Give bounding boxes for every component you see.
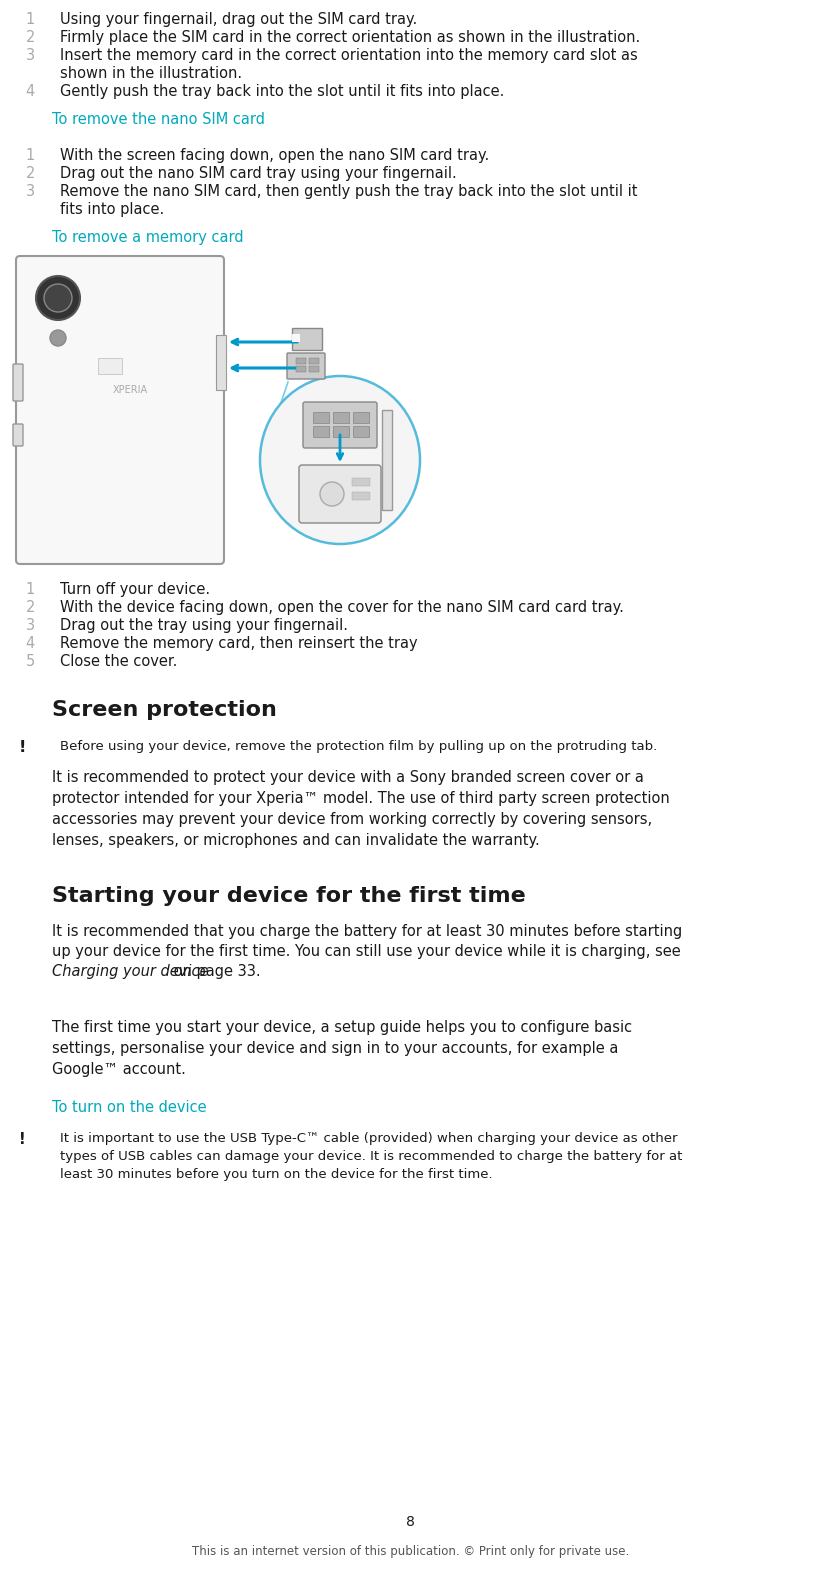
Text: 2: 2 — [25, 30, 35, 45]
Bar — [309, 358, 319, 364]
Text: It is recommended that you charge the battery for at least 30 minutes before sta: It is recommended that you charge the ba… — [52, 924, 682, 940]
Text: 1: 1 — [25, 148, 35, 164]
Bar — [382, 410, 392, 510]
Bar — [296, 358, 306, 364]
Text: To remove the nano SIM card: To remove the nano SIM card — [52, 111, 265, 127]
Text: on page 33.: on page 33. — [169, 964, 260, 979]
Circle shape — [44, 285, 72, 312]
Text: shown in the illustration.: shown in the illustration. — [60, 67, 242, 81]
FancyBboxPatch shape — [287, 353, 325, 378]
Text: 4: 4 — [25, 636, 35, 650]
Text: To turn on the device: To turn on the device — [52, 1100, 207, 1115]
Ellipse shape — [260, 375, 420, 544]
Text: Close the cover.: Close the cover. — [60, 653, 177, 669]
Text: 1: 1 — [25, 582, 35, 596]
Bar — [353, 412, 369, 423]
Text: up your device for the first time. You can still use your device while it is cha: up your device for the first time. You c… — [52, 944, 681, 959]
Text: !: ! — [18, 739, 25, 755]
Text: Remove the memory card, then reinsert the tray: Remove the memory card, then reinsert th… — [60, 636, 418, 650]
Bar — [333, 412, 349, 423]
Text: Screen protection: Screen protection — [52, 700, 277, 720]
Text: With the screen facing down, open the nano SIM card tray.: With the screen facing down, open the na… — [60, 148, 489, 164]
Text: 5: 5 — [25, 653, 35, 669]
FancyBboxPatch shape — [299, 464, 381, 523]
Text: 3: 3 — [26, 184, 35, 199]
Circle shape — [36, 277, 80, 320]
Bar — [292, 334, 300, 342]
Text: 2: 2 — [25, 599, 35, 615]
Text: 3: 3 — [26, 48, 35, 64]
Bar — [352, 491, 370, 499]
Bar — [353, 426, 369, 437]
Text: Turn off your device.: Turn off your device. — [60, 582, 210, 596]
Text: Insert the memory card in the correct orientation into the memory card slot as: Insert the memory card in the correct or… — [60, 48, 638, 64]
FancyBboxPatch shape — [303, 402, 377, 448]
Text: fits into place.: fits into place. — [60, 202, 164, 216]
Circle shape — [320, 482, 344, 506]
Bar — [309, 366, 319, 372]
Text: !: ! — [19, 1132, 25, 1146]
Text: 2: 2 — [25, 165, 35, 181]
Text: Drag out the nano SIM card tray using your fingernail.: Drag out the nano SIM card tray using yo… — [60, 165, 456, 181]
Bar — [352, 479, 370, 487]
Text: Before using your device, remove the protection film by pulling up on the protru: Before using your device, remove the pro… — [60, 739, 658, 754]
Text: Starting your device for the first time: Starting your device for the first time — [52, 886, 525, 906]
Text: The first time you start your device, a setup guide helps you to configure basic: The first time you start your device, a … — [52, 1021, 632, 1076]
Bar — [313, 426, 329, 437]
Circle shape — [50, 331, 66, 347]
Text: Remove the nano SIM card, then gently push the tray back into the slot until it: Remove the nano SIM card, then gently pu… — [60, 184, 637, 199]
Text: Gently push the tray back into the slot until it fits into place.: Gently push the tray back into the slot … — [60, 84, 504, 99]
Text: This is an internet version of this publication. © Print only for private use.: This is an internet version of this publ… — [192, 1545, 629, 1558]
Text: Drag out the tray using your fingernail.: Drag out the tray using your fingernail. — [60, 619, 348, 633]
Bar — [333, 426, 349, 437]
Bar — [296, 366, 306, 372]
Text: With the device facing down, open the cover for the nano SIM card card tray.: With the device facing down, open the co… — [60, 599, 624, 615]
FancyBboxPatch shape — [16, 256, 224, 564]
Text: 3: 3 — [26, 619, 35, 633]
Text: Charging your device: Charging your device — [52, 964, 209, 979]
Text: It is important to use the USB Type-C™ cable (provided) when charging your devic: It is important to use the USB Type-C™ c… — [60, 1132, 682, 1181]
Text: 4: 4 — [25, 84, 35, 99]
Bar — [292, 328, 322, 350]
Text: XPERIA: XPERIA — [112, 385, 148, 394]
Text: Firmly place the SIM card in the correct orientation as shown in the illustratio: Firmly place the SIM card in the correct… — [60, 30, 640, 45]
Text: Using your fingernail, drag out the SIM card tray.: Using your fingernail, drag out the SIM … — [60, 13, 417, 27]
Text: It is recommended to protect your device with a Sony branded screen cover or a
p: It is recommended to protect your device… — [52, 770, 670, 847]
Text: 1: 1 — [25, 13, 35, 27]
Bar — [98, 358, 122, 374]
Bar — [216, 335, 226, 390]
Text: 8: 8 — [406, 1515, 415, 1530]
Text: To remove a memory card: To remove a memory card — [52, 231, 244, 245]
FancyBboxPatch shape — [13, 425, 23, 447]
Bar — [313, 412, 329, 423]
FancyBboxPatch shape — [13, 364, 23, 401]
